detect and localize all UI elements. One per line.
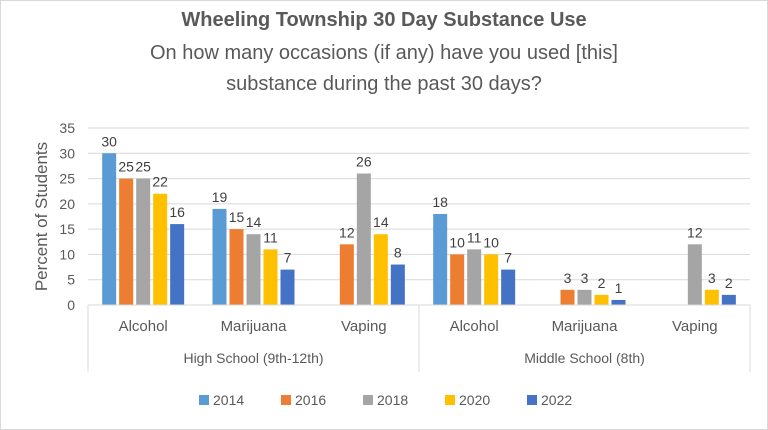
bar-2020-0 [153,193,168,305]
y-tick-label: 25 [59,171,75,187]
x-group-label: High School (9th-12th) [183,350,323,366]
chart-subtitle-line-1: On how many occasions (if any) have you … [149,42,618,64]
bar-2020-4 [594,294,609,305]
data-label: 18 [432,194,448,210]
x-category-label: Vaping [341,318,387,335]
bar-2020-1 [263,249,278,305]
bar-2018-0 [136,178,151,305]
legend-label: 2022 [541,392,572,408]
y-tick-label: 35 [59,120,75,136]
data-label: 3 [581,270,589,286]
data-label: 2 [725,275,733,291]
data-label: 19 [212,189,228,205]
data-label: 1 [615,280,623,296]
legend-swatch-2020 [445,395,455,405]
chart-title: Wheeling Township 30 Day Substance Use [181,9,587,31]
data-label: 7 [504,250,512,266]
bar-2020-2 [373,234,388,305]
data-label: 11 [467,229,482,245]
legend-label: 2020 [459,392,490,408]
data-label: 2 [598,275,606,291]
x-category-label: Marijuana [552,318,619,335]
bar-2018-1 [246,234,261,305]
x-category-label: Vaping [672,318,718,335]
bar-2014-3 [433,213,448,305]
data-label: 30 [101,133,117,149]
bar-2022-5 [721,294,736,305]
data-label: 3 [564,270,572,286]
data-label: 12 [687,224,703,240]
bar-2016-4 [560,289,575,305]
bar-2022-1 [280,269,295,305]
legend-swatch-2018 [363,395,373,405]
x-category-label: Alcohol [450,318,499,335]
bar-2016-0 [119,178,134,305]
data-label: 7 [284,250,292,266]
legend-label: 2016 [295,392,326,408]
data-label: 12 [339,224,355,240]
legend-label: 2014 [213,392,244,408]
data-label: 8 [394,245,402,261]
y-tick-label: 0 [67,297,75,313]
data-label: 15 [229,209,245,225]
x-category-label: Alcohol [119,318,168,335]
legend-swatch-2016 [281,395,291,405]
bar-2022-2 [390,264,405,305]
bar-2014-1 [212,208,227,305]
data-label: 26 [356,154,372,170]
data-label: 3 [708,270,716,286]
bar-2014-0 [102,153,117,305]
legend-label: 2018 [377,392,408,408]
y-tick-label: 20 [59,196,75,212]
y-tick-label: 5 [67,272,75,288]
y-tick-label: 15 [59,221,75,237]
bar-2018-3 [467,249,482,305]
data-label: 10 [483,234,499,250]
data-label: 14 [373,214,389,230]
data-label: 10 [449,234,465,250]
data-label: 14 [246,214,262,230]
legend-swatch-2022 [527,395,537,405]
bar-2020-5 [704,289,719,305]
legend-swatch-2014 [199,395,209,405]
bar-2022-3 [501,269,516,305]
data-label: 16 [169,204,185,220]
bar-2016-3 [450,254,465,305]
data-label: 11 [263,229,278,245]
y-axis-label: Percent of Students [32,142,51,291]
y-tick-label: 30 [59,145,75,161]
chart-subtitle-line-2: substance during the past 30 days? [226,73,542,95]
bar-2016-2 [339,244,354,305]
bar-2016-1 [229,229,244,305]
data-label: 25 [135,159,151,175]
x-category-label: Marijuana [221,318,288,335]
x-group-label: Middle School (8th) [524,350,645,366]
bar-2018-4 [577,289,592,305]
data-label: 25 [118,159,134,175]
bar-2022-4 [611,299,626,305]
bar-2018-2 [356,173,371,305]
bar-2020-3 [484,254,499,305]
y-tick-label: 10 [59,246,75,262]
bar-2018-5 [687,244,702,305]
bar-2022-0 [170,224,185,305]
data-label: 22 [152,174,168,190]
